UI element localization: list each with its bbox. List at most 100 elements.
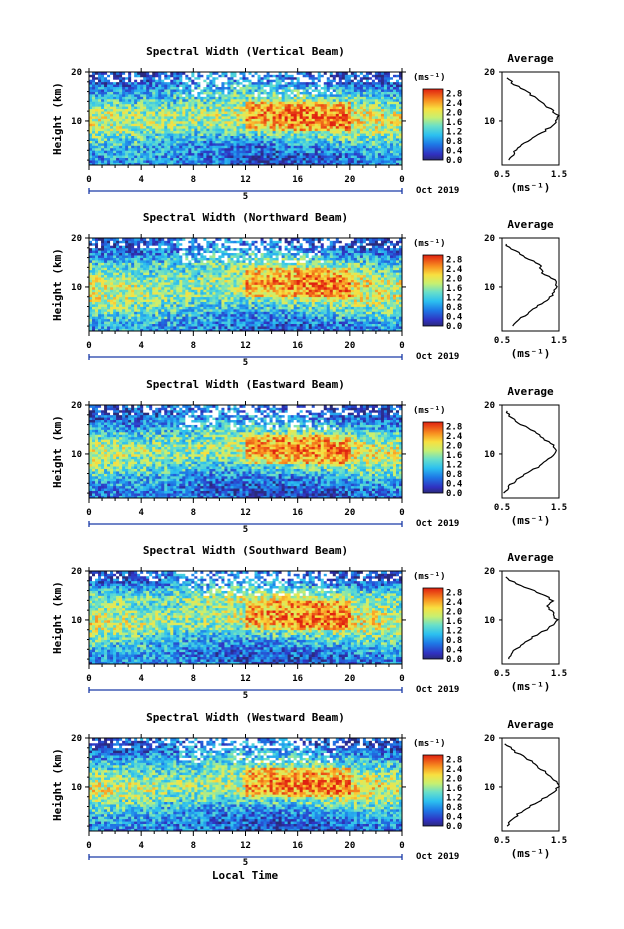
heatmap-cell	[368, 81, 373, 85]
heatmap-cell	[161, 101, 165, 105]
heatmap-cell	[191, 138, 195, 141]
heatmap-cell	[134, 321, 138, 325]
heatmap-cell	[221, 123, 225, 127]
heatmap-cell	[230, 326, 234, 329]
heatmap-cell	[350, 118, 355, 122]
heatmap-cell	[395, 74, 400, 78]
heatmap-cell	[134, 323, 138, 327]
heatmap-cell	[227, 116, 231, 119]
heatmap-cell	[116, 98, 120, 102]
heatmap-cell	[350, 328, 355, 332]
heatmap-cell	[206, 326, 210, 329]
heatmap-cell	[377, 157, 382, 161]
heatmap-cell	[284, 142, 288, 146]
heatmap-cell	[377, 316, 382, 320]
heatmap-cell	[314, 157, 319, 161]
heatmap-cell	[206, 157, 210, 161]
heatmap-cell	[170, 118, 174, 122]
heatmap-cell	[257, 323, 261, 327]
heatmap-cell	[311, 98, 316, 102]
heatmap-cell	[395, 108, 400, 112]
heatmap-cell	[203, 162, 207, 166]
heatmap-cell	[152, 138, 156, 141]
heatmap-cell	[173, 84, 177, 88]
heatmap-cell	[290, 145, 294, 149]
heatmap-cell	[137, 98, 141, 102]
heatmap-cell	[395, 89, 400, 92]
heatmap-cell	[149, 160, 153, 163]
heatmap-cell	[389, 123, 394, 127]
heatmap-cell	[146, 113, 150, 117]
heatmap-cell	[185, 128, 189, 132]
heatmap-cell	[311, 326, 316, 329]
heatmap-cell	[350, 94, 355, 97]
heatmap-cell	[218, 96, 222, 100]
heatmap-cell	[338, 321, 343, 325]
heatmap-cell	[206, 79, 210, 83]
heatmap-cell	[188, 79, 192, 83]
heatmap-cell	[284, 91, 288, 95]
heatmap-cell	[386, 145, 391, 149]
heatmap-cell	[305, 313, 310, 317]
heatmap-cell	[293, 328, 298, 332]
heatmap-cell	[98, 96, 102, 100]
heatmap-cell	[296, 96, 301, 100]
heatmap-cell	[149, 98, 153, 102]
heatmap-cell	[158, 308, 162, 312]
heatmap-cell	[92, 150, 96, 154]
heatmap-cell	[128, 96, 132, 100]
heatmap-cell	[167, 120, 171, 124]
heatmap-cell	[167, 157, 171, 161]
heatmap-cell	[113, 86, 117, 90]
heatmap-cell	[398, 101, 403, 105]
heatmap-cell	[341, 157, 346, 161]
heatmap-cell	[167, 147, 171, 151]
heatmap-cell	[119, 81, 123, 85]
heatmap-cell	[161, 152, 165, 156]
heatmap-cell	[302, 135, 307, 139]
heatmap-cell	[128, 91, 132, 95]
heatmap-cell	[248, 133, 252, 136]
heatmap-cell	[248, 130, 252, 134]
heatmap-cell	[209, 160, 213, 163]
heatmap-cell	[386, 157, 391, 161]
heatmap-cell	[281, 145, 285, 149]
heatmap-cell	[122, 76, 126, 80]
heatmap-cell	[263, 160, 267, 163]
heatmap-cell	[185, 133, 189, 136]
heatmap-cell	[155, 84, 159, 88]
heatmap-cell	[95, 89, 99, 92]
heatmap-cell	[134, 113, 138, 117]
heatmap-cell	[320, 103, 325, 107]
heatmap-cell	[287, 150, 291, 154]
heatmap-cell	[104, 116, 108, 119]
heatmap-cell	[326, 152, 331, 156]
heatmap-cell	[185, 135, 189, 139]
heatmap-cell	[335, 79, 340, 83]
heatmap-cell	[254, 96, 258, 100]
heatmap-cell	[221, 157, 225, 161]
heatmap-cell	[113, 98, 117, 102]
heatmap-cell	[353, 120, 358, 124]
heatmap-cell	[122, 157, 126, 161]
heatmap-cell	[197, 152, 201, 156]
heatmap-cell	[308, 138, 313, 141]
heatmap-cell	[101, 123, 105, 127]
heatmap-cell	[287, 89, 291, 92]
heatmap-cell	[125, 118, 129, 122]
heatmap-cell	[125, 94, 129, 97]
heatmap-cell	[146, 142, 150, 146]
heatmap-cell	[245, 313, 249, 317]
heatmap-cell	[323, 162, 328, 166]
heatmap-cell	[284, 108, 288, 112]
heatmap-cell	[224, 147, 228, 151]
x-tick-label: 0	[86, 175, 91, 185]
heatmap-cell	[179, 96, 183, 100]
heatmap-cell	[197, 316, 201, 320]
heatmap-cell	[182, 155, 186, 159]
heatmap-cell	[302, 323, 307, 327]
heatmap-cell	[134, 116, 138, 119]
heatmap-cell	[164, 108, 168, 112]
heatmap-cell	[98, 81, 102, 85]
heatmap-cell	[293, 98, 298, 102]
